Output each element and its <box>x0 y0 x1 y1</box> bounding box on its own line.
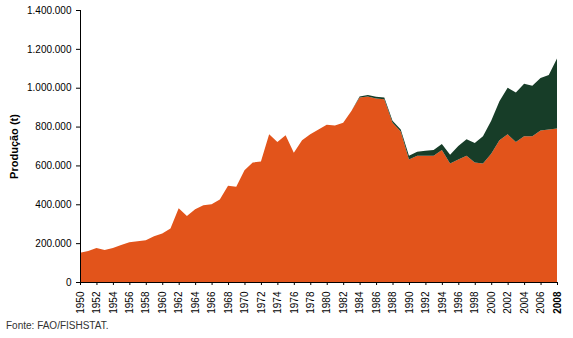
svg-text:2006: 2006 <box>535 291 546 314</box>
svg-text:1962: 1962 <box>173 291 184 314</box>
svg-text:0: 0 <box>66 277 72 288</box>
svg-text:2008: 2008 <box>552 291 563 314</box>
svg-text:1968: 1968 <box>223 291 234 314</box>
svg-text:1966: 1966 <box>206 291 217 314</box>
svg-text:1972: 1972 <box>256 291 267 314</box>
svg-text:800.000: 800.000 <box>35 121 72 132</box>
svg-text:1950: 1950 <box>75 291 86 314</box>
svg-text:1978: 1978 <box>305 291 316 314</box>
svg-text:1974: 1974 <box>272 291 283 314</box>
svg-text:1964: 1964 <box>190 291 201 314</box>
svg-text:Produção (t): Produção (t) <box>8 114 20 179</box>
svg-text:1976: 1976 <box>289 291 300 314</box>
svg-text:1996: 1996 <box>453 291 464 314</box>
svg-text:2002: 2002 <box>502 291 513 314</box>
svg-text:1998: 1998 <box>469 291 480 314</box>
svg-text:1980: 1980 <box>321 291 332 314</box>
svg-text:1954: 1954 <box>108 291 119 314</box>
svg-text:2000: 2000 <box>486 291 497 314</box>
svg-text:1.400.000: 1.400.000 <box>27 5 72 16</box>
svg-text:1986: 1986 <box>371 291 382 314</box>
svg-text:1982: 1982 <box>338 291 349 314</box>
svg-text:1988: 1988 <box>387 291 398 314</box>
svg-text:400.000: 400.000 <box>35 199 72 210</box>
svg-text:1990: 1990 <box>404 291 415 314</box>
svg-text:200.000: 200.000 <box>35 238 72 249</box>
svg-text:1958: 1958 <box>140 291 151 314</box>
svg-text:1.200.000: 1.200.000 <box>27 44 72 55</box>
svg-text:1960: 1960 <box>157 291 168 314</box>
html-text:Fonte: FAO/FISHSTAT.: Fonte: FAO/FISHSTAT. <box>6 320 109 331</box>
svg-text:1952: 1952 <box>91 291 102 314</box>
svg-text:1994: 1994 <box>437 291 448 314</box>
svg-text:1992: 1992 <box>420 291 431 314</box>
svg-text:600.000: 600.000 <box>35 160 72 171</box>
svg-text:1970: 1970 <box>239 291 250 314</box>
svg-text:1956: 1956 <box>124 291 135 314</box>
svg-text:1984: 1984 <box>354 291 365 314</box>
svg-text:1.000.000: 1.000.000 <box>27 82 72 93</box>
svg-text:2004: 2004 <box>519 291 530 314</box>
